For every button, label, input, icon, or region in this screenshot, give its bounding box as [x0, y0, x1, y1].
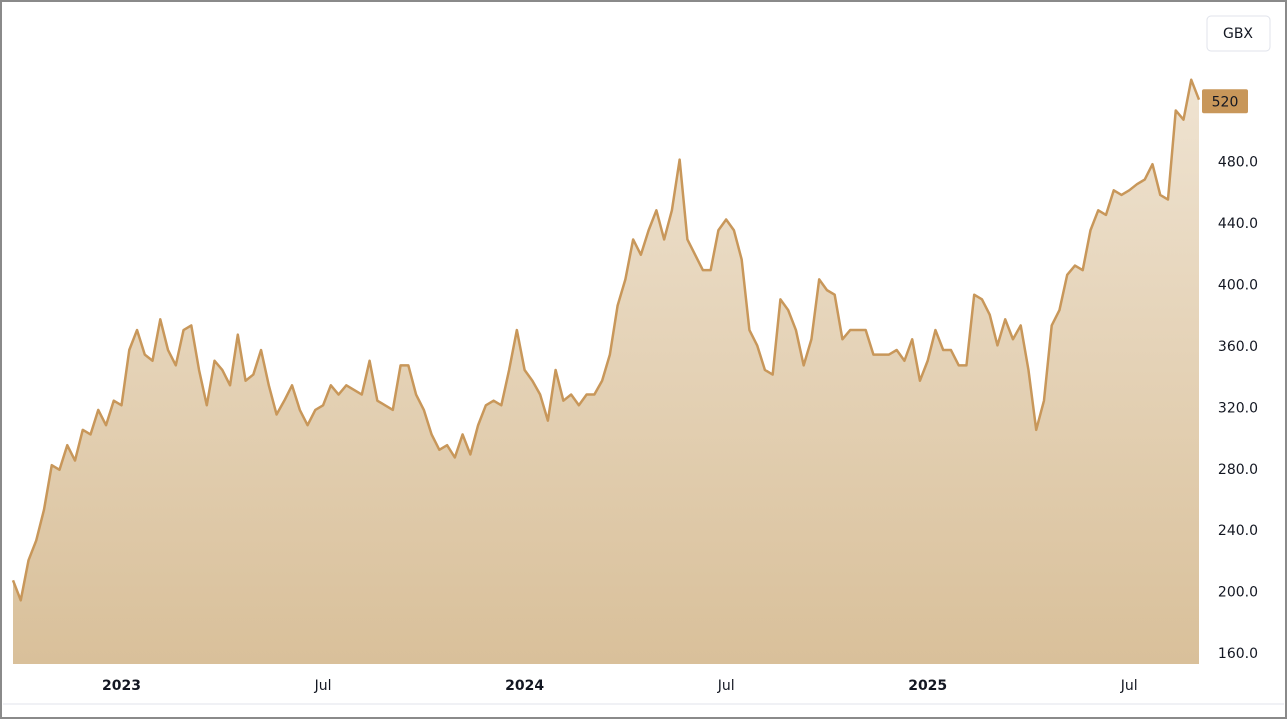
x-tick-label: 2025: [908, 678, 947, 694]
y-tick-label: 400.0: [1218, 278, 1258, 294]
y-tick-label: 360.0: [1218, 339, 1258, 355]
y-tick-label: 160.0: [1218, 646, 1258, 662]
y-tick-label: 440.0: [1218, 216, 1258, 232]
y-tick-label: 480.0: [1218, 155, 1258, 171]
x-tick-label: Jul: [717, 678, 735, 694]
y-tick-label: 200.0: [1218, 585, 1258, 601]
currency-button[interactable]: [1206, 15, 1271, 52]
y-tick-label: 280.0: [1218, 462, 1258, 478]
price-tag-label: 520: [1212, 94, 1239, 110]
line: [11, 78, 1201, 602]
price-tag: [1202, 89, 1248, 114]
x-tick-label: Jul: [1120, 678, 1138, 694]
x-tick-label: 2023: [102, 678, 141, 694]
plot-area: [11, 78, 1201, 664]
y-tick-label: 240.0: [1218, 523, 1258, 539]
currency-label: GBX: [1223, 26, 1253, 42]
y-tick-label: 320.0: [1218, 400, 1258, 416]
x-tick-label: 2024: [505, 678, 544, 694]
x-tick-label: Jul: [314, 678, 332, 694]
